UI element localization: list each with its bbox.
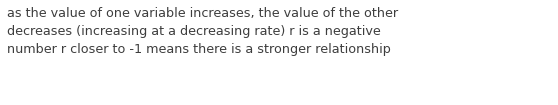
Text: as the value of one variable increases, the value of the other
decreases (increa: as the value of one variable increases, …	[7, 7, 398, 56]
